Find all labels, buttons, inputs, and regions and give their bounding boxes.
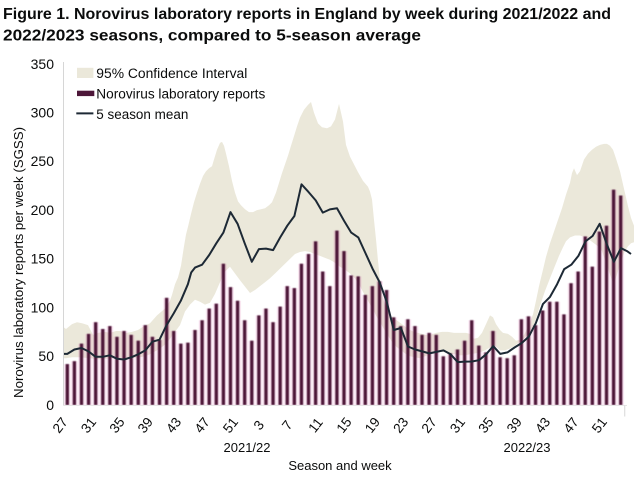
svg-text:27: 27 — [50, 415, 71, 436]
svg-text:31: 31 — [447, 415, 468, 436]
svg-text:50: 50 — [38, 348, 54, 364]
svg-text:43: 43 — [163, 415, 184, 436]
svg-text:31: 31 — [78, 415, 99, 436]
svg-text:0: 0 — [46, 397, 54, 413]
svg-text:350: 350 — [31, 56, 55, 72]
svg-text:Figure 1. Norovirus laboratory: Figure 1. Norovirus laboratory reports i… — [3, 6, 611, 23]
svg-text:200: 200 — [31, 202, 55, 218]
svg-text:150: 150 — [31, 251, 55, 267]
svg-text:23: 23 — [390, 415, 411, 436]
svg-text:250: 250 — [31, 153, 55, 169]
svg-text:300: 300 — [31, 105, 55, 121]
svg-text:5 season mean: 5 season mean — [96, 107, 188, 122]
svg-text:100: 100 — [31, 299, 55, 315]
svg-text:35: 35 — [106, 415, 127, 436]
svg-text:2022/23: 2022/23 — [504, 440, 551, 455]
svg-text:39: 39 — [504, 415, 525, 436]
svg-text:Norovirus laboratory reports p: Norovirus laboratory reports per week (S… — [11, 127, 26, 398]
svg-text:2022/2023 seasons, compared to: 2022/2023 seasons, compared to 5-season … — [3, 28, 421, 45]
svg-text:39: 39 — [135, 415, 156, 436]
svg-text:19: 19 — [362, 415, 383, 436]
svg-text:51: 51 — [220, 415, 241, 436]
svg-text:43: 43 — [532, 415, 553, 436]
svg-text:51: 51 — [589, 415, 610, 436]
svg-text:2021/22: 2021/22 — [224, 440, 271, 455]
svg-text:27: 27 — [419, 415, 440, 436]
svg-text:Norovirus laboratory reports: Norovirus laboratory reports — [96, 87, 265, 102]
svg-text:15: 15 — [333, 415, 354, 436]
svg-text:95% Confidence Interval: 95% Confidence Interval — [96, 66, 247, 81]
svg-text:47: 47 — [560, 415, 581, 436]
svg-text:Season and week: Season and week — [288, 458, 392, 473]
svg-text:35: 35 — [475, 415, 496, 436]
svg-text:47: 47 — [192, 415, 213, 436]
